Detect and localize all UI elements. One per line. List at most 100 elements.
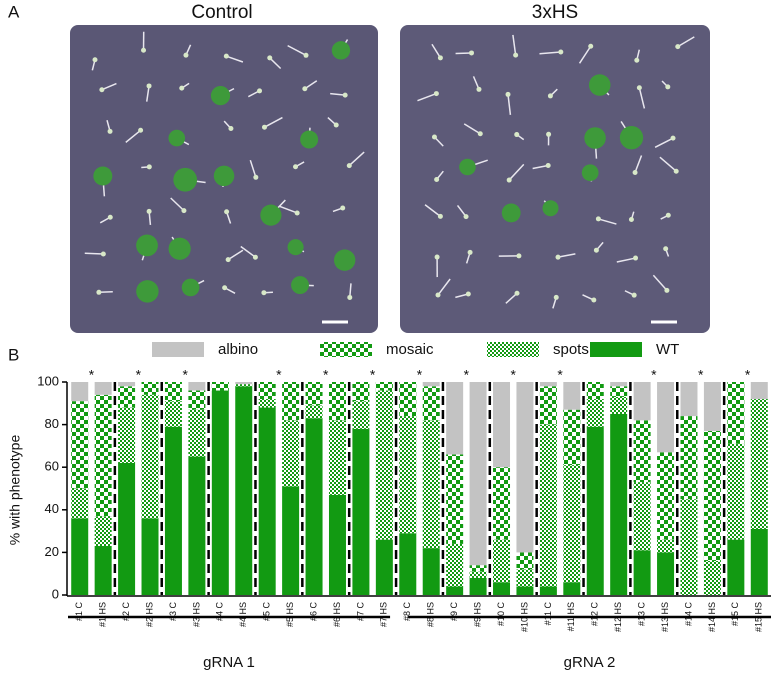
seedling-leaf [666,213,671,218]
bar-segment [704,382,721,431]
bar-segment [376,391,393,540]
bar-segment [259,399,276,408]
bar-segment [587,427,604,595]
seedling-leaf [224,54,229,59]
legend-label: mosaic [386,341,434,358]
seedling-leaf [302,86,307,91]
seedling-leaf [434,91,439,96]
significance-star: * [464,367,470,383]
seedling-leaf [334,249,355,270]
bar-segment [634,550,651,595]
bar-segment [540,425,557,587]
bar-segment [329,495,346,595]
seedling-leaf [438,214,443,219]
bar-segment [540,586,557,595]
bar-segment [470,572,487,578]
seedling-leaf [674,169,679,174]
significance-star: * [651,367,657,383]
bar-segment [118,463,135,595]
x-tick-label: #1 HS [98,602,108,627]
seedling-leaf [554,295,559,300]
seedling-leaf [502,203,521,222]
x-tick-label: #13 C [636,602,646,627]
bar-segment [118,408,135,463]
panel-label: B [8,345,19,364]
bar-segment [446,382,463,454]
bar-segment [610,397,627,414]
seedling-leaf [138,128,143,133]
bar-segment [540,382,557,386]
bar-segment [657,452,674,539]
bar-segment [657,382,674,452]
bar-segment [493,582,510,595]
seedling-leaf [183,53,188,58]
bar-segment [587,399,604,427]
significance-star: * [698,367,704,383]
seedling-leaf [588,44,593,49]
seedling-leaf [261,290,266,295]
bar-segment [118,386,135,407]
bar-segment [188,391,205,410]
bar-segment [680,499,697,595]
seedling-leaf [291,276,309,294]
bar-segment [71,489,88,519]
seedling-leaf [169,238,191,260]
panel-title: Control [191,2,252,23]
seedling-leaf [476,87,481,92]
bar-segment [118,382,135,386]
bar-segment [188,457,205,595]
significance-star: * [182,367,188,383]
seedling-leaf [665,84,670,89]
bar-segment [306,382,323,405]
seedling-leaf [260,205,281,226]
bar-segment [704,561,721,595]
group-label: gRNA 2 [564,654,616,671]
seedling-leaf [295,210,300,215]
seedling-leaf [466,291,471,296]
bar-segment [446,544,463,587]
seedling-leaf [293,164,298,169]
seedling-leaf [464,214,469,219]
seedling-leaf [99,87,104,92]
seedling-leaf [589,74,611,96]
bar-segment [423,386,440,420]
seedling-leaf [582,164,599,181]
seedling-leaf [469,50,474,55]
y-tick-label: 100 [37,373,59,388]
seedling-leaf [663,246,668,251]
bar-segment [329,382,346,420]
seedling-leaf [514,132,519,137]
seedling-leaf [300,131,318,149]
bar-segment [259,382,276,399]
bar-segment [142,382,159,395]
significance-star: * [557,367,563,383]
x-tick-label: #12 C [590,602,600,627]
bar-segment [352,401,369,429]
seedling-leaf [546,163,551,168]
bar-segment [399,382,416,416]
seedling-leaf [147,164,152,169]
bar-segment [680,416,697,499]
bar-segment [352,429,369,595]
bar-segment [610,414,627,595]
bar-segment [235,386,252,595]
bar-segment [423,382,440,386]
significance-star: * [323,367,329,383]
bar-segment [188,382,205,391]
x-tick-label: #15 C [730,602,740,627]
seedling-leaf [253,255,258,260]
bar-segment [95,546,112,595]
legend-label: spots [553,341,589,358]
bar-segment [282,420,299,486]
x-tick-label: #4 HS [238,602,248,627]
panel-title: 3xHS [532,2,578,23]
bar-segment [727,444,744,540]
bar-segment [751,529,768,595]
seedling-leaf [459,159,476,176]
bar-segment [493,382,510,467]
bar-segment [727,540,744,595]
seedling-leaf [262,125,267,130]
legend-swatch [590,342,642,357]
seedling-leaf [267,55,272,60]
bar-segment [657,540,674,553]
